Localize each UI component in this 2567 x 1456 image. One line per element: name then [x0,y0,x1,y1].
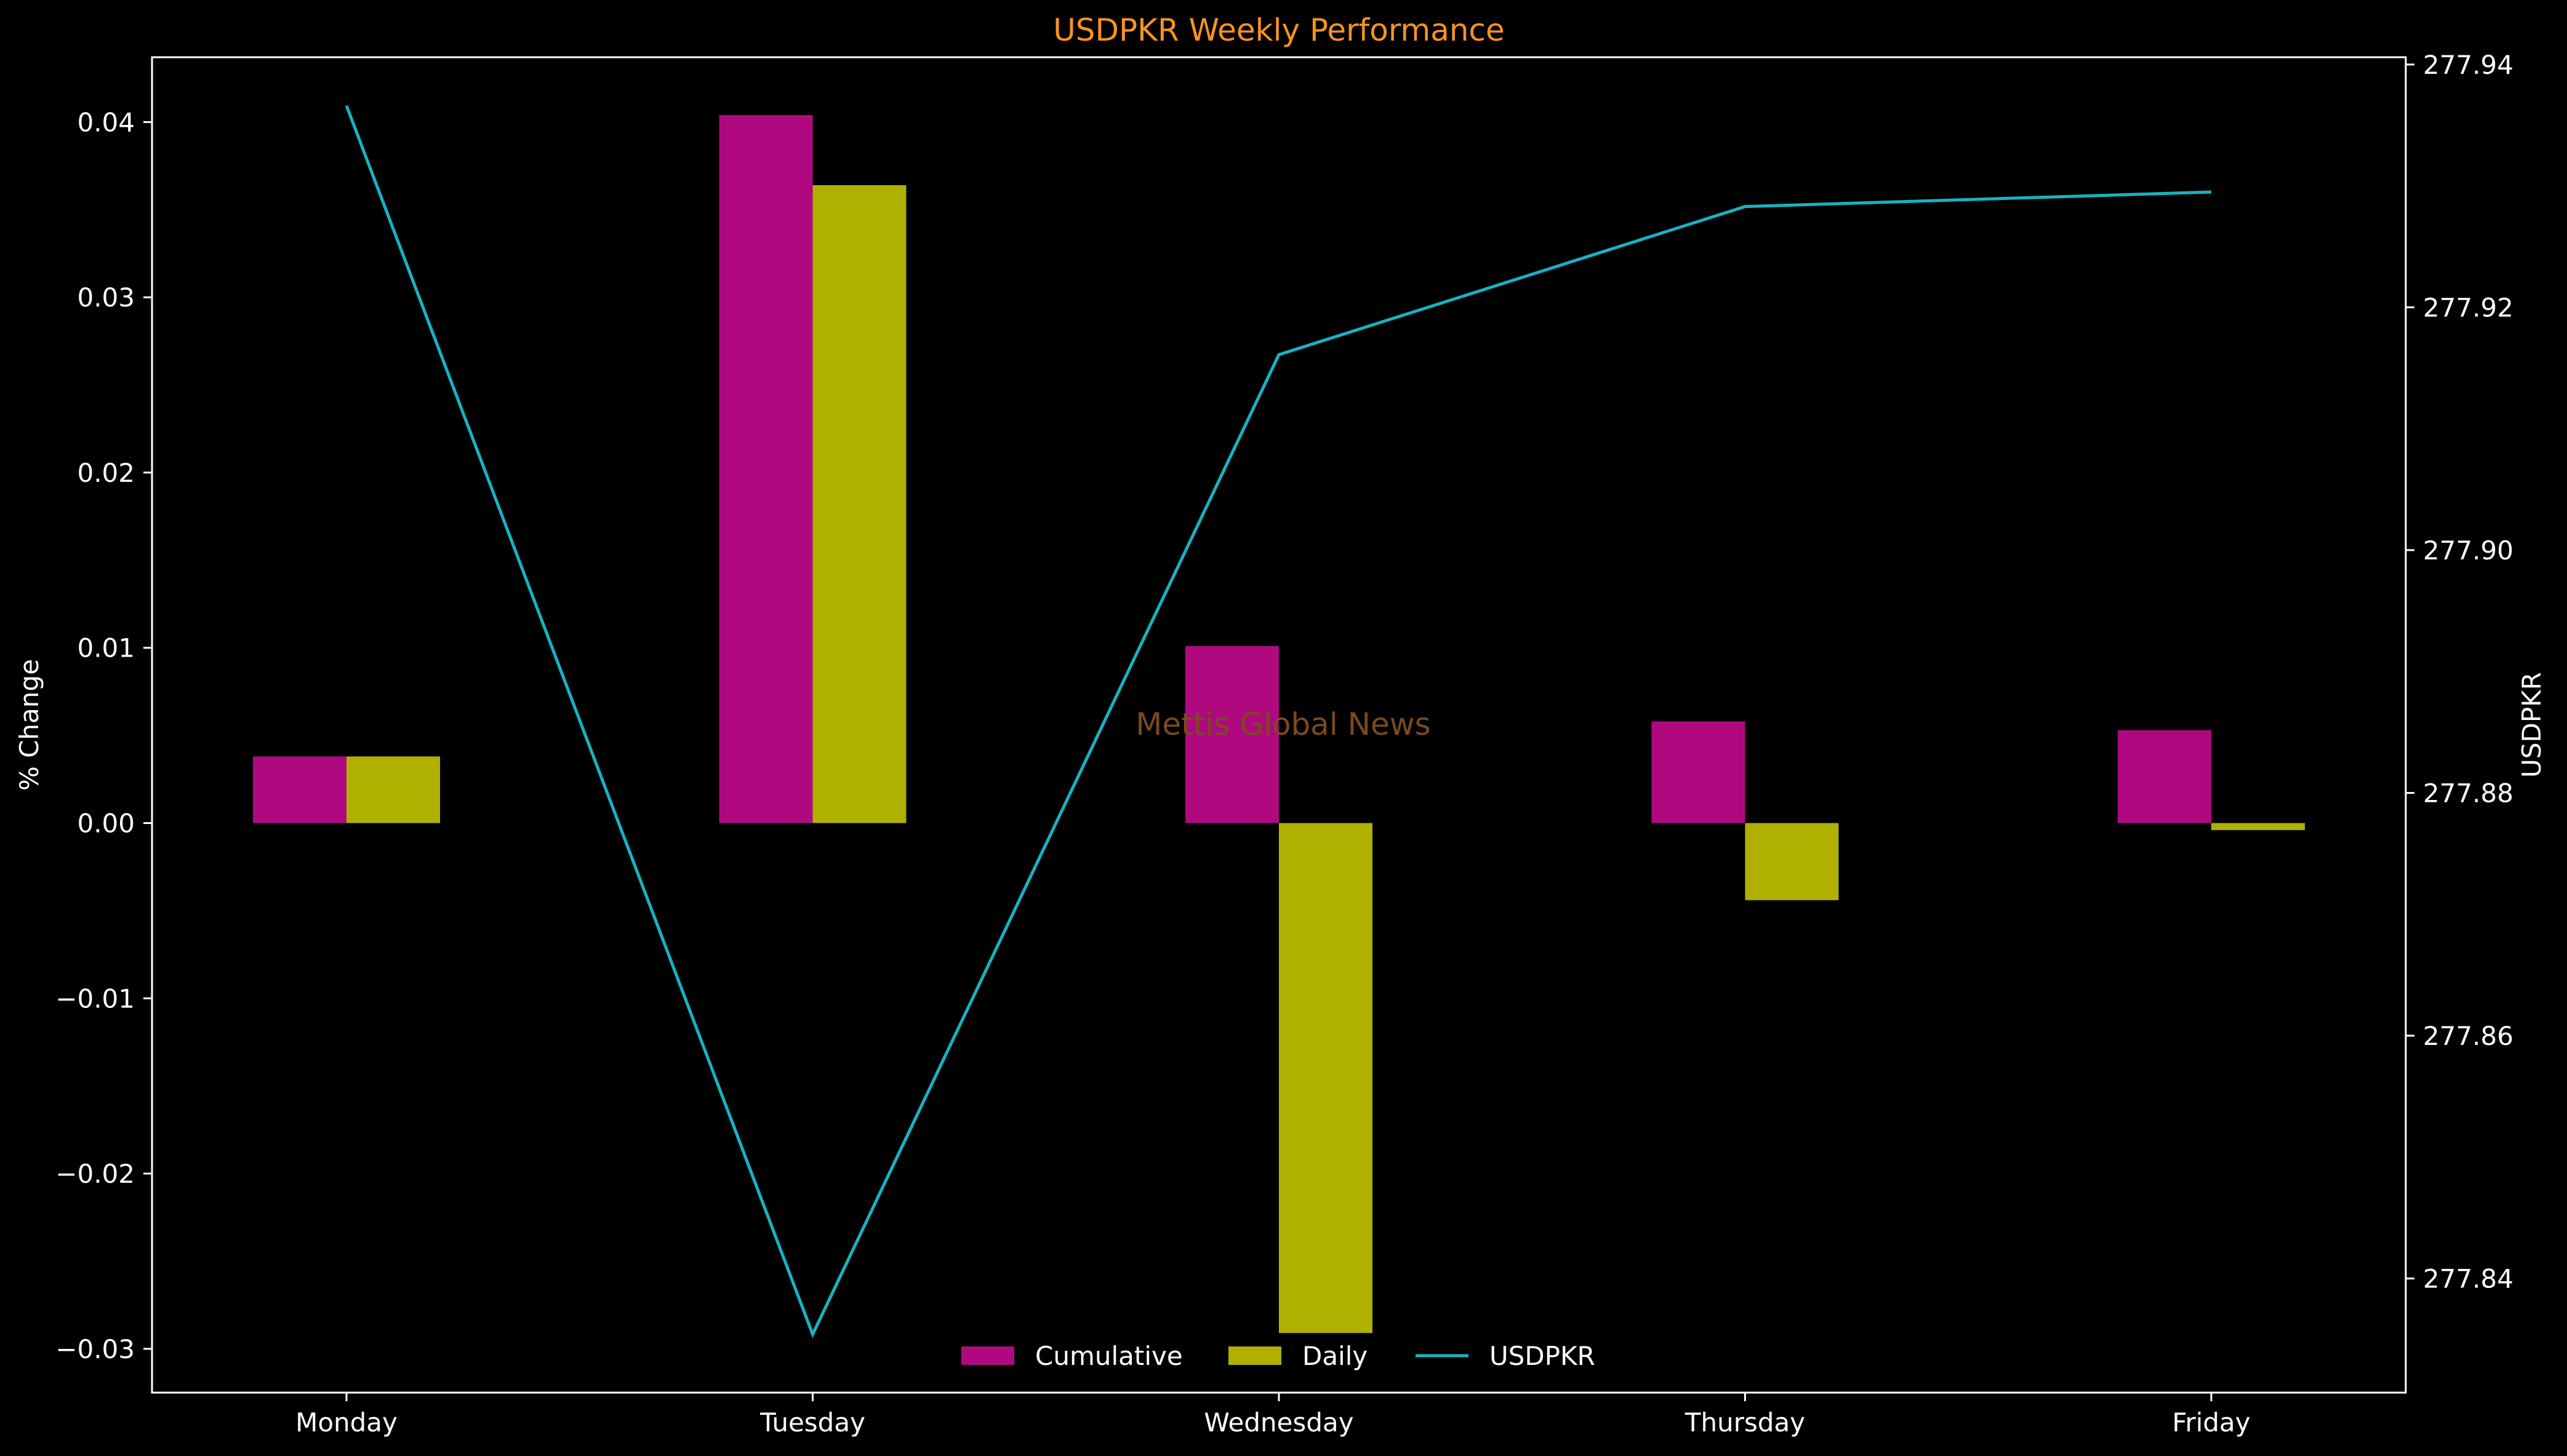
legend-label-daily: Daily [1302,1341,1368,1371]
bar-daily-monday [346,756,440,823]
y-tick-label: 0.00 [77,808,135,838]
y-tick-label: 0.04 [77,107,135,137]
y-axis-label: % Change [14,659,44,791]
y2-tick-label: 277.92 [2423,292,2513,322]
bar-cumulative-friday [2118,730,2211,823]
y2-tick-label: 277.86 [2423,1021,2513,1051]
x-tick-label-tuesday: Tuesday [759,1407,865,1438]
y-tick-label: 0.01 [77,633,135,663]
bar-cumulative-monday [253,756,346,823]
y-tick-label: −0.02 [55,1159,135,1189]
bar-daily-wednesday [1279,823,1372,1334]
bar-cumulative-tuesday [719,114,813,823]
plot-area: −0.03 −0.02 −0.01 0.00 0.01 0.02 0.03 0.04 277.8… [55,50,2513,1438]
legend-label-cumulative: Cumulative [1035,1341,1183,1371]
legend-swatch-daily [1228,1346,1281,1365]
y2-tick-label: 277.88 [2423,778,2513,808]
bar-cumulative-thursday [1651,721,1745,823]
legend-label-usdpkr: USDPKR [1489,1341,1595,1371]
y-tick-label: 0.03 [77,282,135,313]
bar-daily-thursday [1745,823,1839,900]
x-tick-label-monday: Monday [295,1407,398,1438]
bar-daily-tuesday [812,185,907,823]
y-tick-label: −0.03 [55,1334,135,1364]
watermark: Mettis Global News [1135,706,1430,742]
bar-cumulative-wednesday [1185,646,1279,823]
legend-swatch-cumulative [961,1346,1014,1365]
x-tick-label-friday: Friday [2172,1407,2250,1438]
y2-axis-label: USDPKR [2517,672,2547,778]
y-tick-label: −0.01 [55,983,135,1014]
y2-tick-label: 277.90 [2423,535,2513,566]
y2-tick-label: 277.84 [2423,1264,2513,1294]
y2-tick-label: 277.94 [2423,50,2513,80]
bar-daily-friday [2211,823,2305,830]
x-tick-label-wednesday: Wednesday [1204,1407,1353,1438]
x-tick-label-thursday: Thursday [1684,1407,1805,1438]
legend: Cumulative Daily USDPKR [961,1341,1595,1371]
chart-title: USDPKR Weekly Performance [1053,12,1505,48]
y-tick-label: 0.02 [77,458,135,488]
